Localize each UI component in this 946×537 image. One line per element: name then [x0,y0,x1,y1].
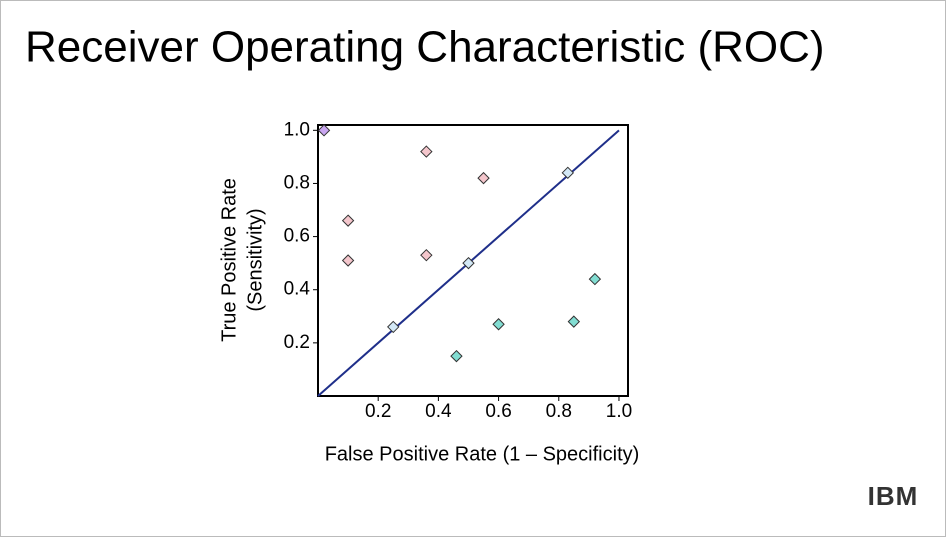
y-tick-label: 1.0 [284,119,310,140]
x-tick-label: 0.8 [546,401,572,422]
point [477,171,490,185]
point [492,318,505,331]
x-tick-label: 1.0 [606,401,632,422]
point [567,315,581,328]
slide-title: Receiver Operating Characteristic (ROC) [25,23,825,72]
y-axis-label: (Sensitivity) [244,208,266,311]
point [420,248,433,262]
y-tick-label: 0.4 [284,279,311,300]
ibm-logo: IBM [868,481,919,511]
point [420,145,433,158]
y-tick-label: 0.8 [284,172,310,193]
point [341,254,355,267]
plot-frame [317,124,629,397]
point [341,214,355,227]
point [588,272,602,286]
x-axis-label: False Positive Rate (1 – Specificity) [325,443,640,465]
point [387,320,400,334]
point [317,124,331,137]
point [450,349,463,363]
x-tick-label: 0.4 [425,401,452,422]
y-axis-label: True Positive Rate [218,178,240,342]
point [561,166,575,180]
x-tick-label: 0.2 [365,401,391,422]
y-tick-label: 0.6 [284,226,310,247]
x-tick-label: 0.6 [485,401,511,422]
y-tick-label: 0.2 [284,332,310,353]
point [462,256,475,270]
